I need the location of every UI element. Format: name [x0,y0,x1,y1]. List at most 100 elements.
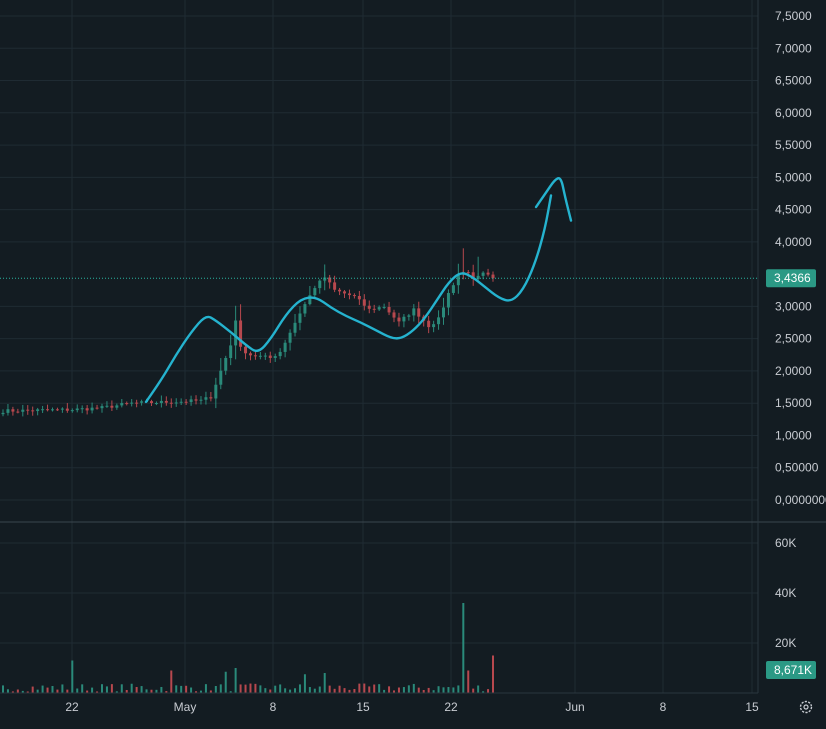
volume-bar [145,689,148,693]
volume-bar [348,689,351,693]
candle-body [85,408,89,411]
candle-body [437,317,441,325]
volume-bar [56,689,59,693]
time-axis[interactable]: 22 May 8 15 22 Jun 8 15 [0,692,759,714]
volume-bar [457,685,460,693]
candle-body [204,397,208,400]
candle-body [100,406,104,409]
brush-stroke-main[interactable] [144,194,553,404]
volume-bar [21,690,24,693]
volume-bar [407,685,410,693]
candle-body [333,282,337,290]
candle-body [427,320,431,328]
candle-body [293,322,297,333]
volume-bar [46,687,49,693]
last-price-badge[interactable] [766,269,816,288]
volume-bar [368,686,371,693]
candle-body [110,405,114,408]
volume-bar [318,686,321,693]
volume-bar [41,685,44,693]
volume-bar [100,684,103,693]
candle-body [179,401,183,403]
volume-bar [269,689,272,693]
candle-body [219,370,223,385]
candle-body [154,403,158,405]
volume-bar [264,688,267,693]
price-axis-label: 6,0000 [775,106,812,120]
candle-body [95,407,99,409]
candle-body [298,313,302,323]
candle-body [125,403,129,405]
volume-bar [298,684,301,693]
volume-bar [343,688,346,693]
candle-body [36,409,40,412]
candle-body [402,316,406,322]
brush-stroke-hook[interactable] [534,177,573,222]
volume-bar [155,689,158,693]
price-axis-label: 7,0000 [775,41,812,55]
volume-axis-label: 40K [775,586,796,600]
volume-bar [96,691,99,693]
volume-bar [6,689,9,693]
candle-body [313,288,317,296]
gear-icon[interactable] [799,700,813,714]
drawn-annotation[interactable] [144,177,573,404]
price-axis[interactable]: 7,5000 7,0000 6,5000 6,0000 5,5000 5,0000 4,50… [766,9,826,507]
candle-body [352,295,356,297]
volume-bar [492,655,494,693]
volume-bar [323,673,326,693]
volume-bar [447,687,450,693]
volume-bar [353,689,356,693]
volume-bar [249,683,252,693]
candle-body [258,355,262,357]
candle-body [229,345,233,358]
volume-bar [437,686,440,693]
candle-body [224,357,228,371]
candle-body [130,402,134,404]
candle-body [338,289,342,292]
candle-body [456,274,460,286]
candle-body [80,408,84,410]
volume-axis[interactable]: 60K 40K 20K 8,671K [766,536,816,679]
candle-body [55,409,59,411]
volume-bar [259,685,262,693]
candle-body [357,295,361,300]
volume-bar [209,690,212,693]
price-axis-label: 4,0000 [775,235,812,249]
volume-bar [482,691,485,693]
price-axis-label: 5,5000 [775,138,812,152]
candle-body [65,408,69,411]
gear-icon-center [803,704,809,710]
volume-bar [279,684,282,693]
last-price-label: 3,4366 [774,271,811,285]
volume-bar [442,687,445,693]
volume-bar [31,686,34,693]
volume-bar [487,689,490,693]
volume-bar [115,691,118,693]
volume-bar [289,689,292,693]
volume-bar [26,691,29,693]
candle-body [476,275,480,279]
volume-bar [160,686,163,693]
candle-body [491,274,495,279]
time-axis-label: 15 [745,700,759,714]
candle-body [189,399,193,403]
chart-settings-button[interactable] [799,700,813,714]
candle-body [268,355,272,358]
price-axis-label: 5,0000 [775,170,812,184]
candle-body [70,410,74,412]
volume-bar [125,689,128,693]
candle-body [481,272,485,276]
volume-bar [110,684,113,693]
volume-bar [185,685,188,693]
last-volume-badge[interactable] [766,661,816,679]
volume-bar [333,688,336,693]
candle-body [253,355,257,357]
volume-bar [373,684,376,693]
volume-bar [140,686,143,693]
volume-bar [86,690,89,693]
volume-bar [477,685,480,693]
candle-body [16,411,20,413]
